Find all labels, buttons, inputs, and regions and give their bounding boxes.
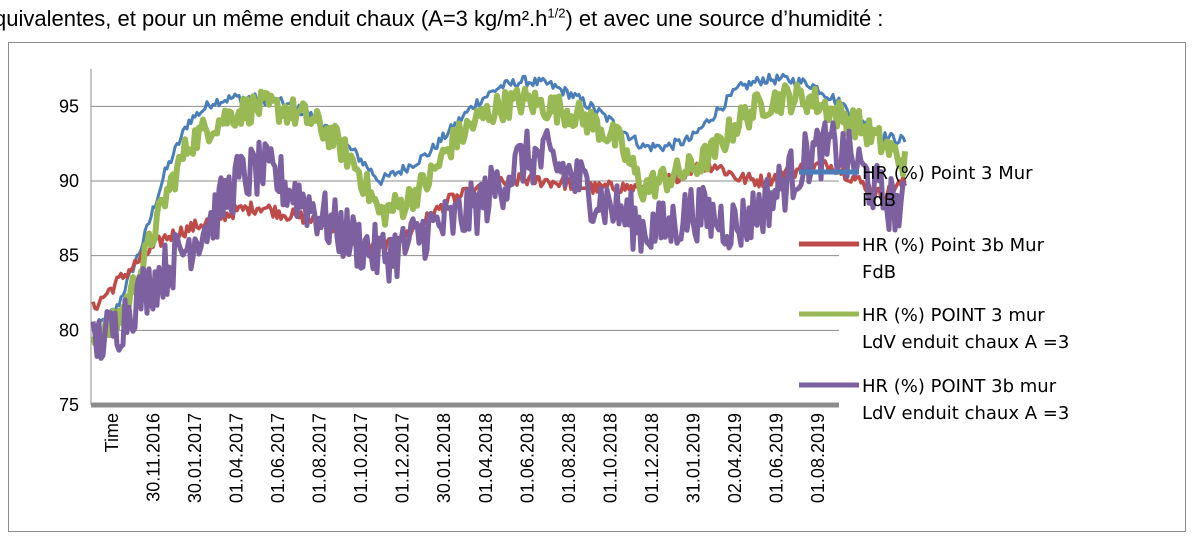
x-tick-label: 01.04.2017 (226, 413, 246, 503)
caption-text: quivalentes, et pour un même enduit chau… (0, 0, 1197, 40)
x-tick-label: 01.08.2017 (310, 413, 330, 503)
y-axis: 75 80 85 90 95 (59, 69, 92, 415)
chart-frame: 75 80 85 90 95 Time 30.11.2016 30.01.2017 01.04… (8, 42, 1186, 532)
x-tick-label: 01.10.2017 (351, 413, 371, 503)
x-tick-label: 02.04.2019 (725, 413, 745, 503)
y-tick-label: 90 (59, 171, 79, 191)
x-tick-label: 01.06.2019 (767, 413, 787, 503)
x-tick-label: 01.08.2018 (559, 413, 579, 503)
legend-label: HR (%) POINT 3b mur LdV enduit chaux A =3 (862, 376, 1069, 424)
x-axis: Time 30.11.2016 30.01.2017 01.04.2017 01.06.… (91, 402, 839, 503)
y-tick-label: 85 (59, 246, 79, 266)
x-tick-label: 01.06.2017 (268, 413, 288, 503)
series-line (90, 120, 908, 361)
line-chart: 75 80 85 90 95 Time 30.11.2016 30.01.2017 01.04… (59, 69, 1069, 503)
x-tick-label: 01.12.2018 (642, 413, 662, 503)
x-tick-label: 01.06.2018 (517, 413, 537, 503)
caption-sup: 1/2 (547, 5, 566, 21)
x-tick-label: 31.01.2019 (684, 413, 704, 503)
series-lines (90, 72, 908, 361)
series-line (90, 81, 908, 349)
legend-label: HR (%) POINT 3 mur LdV enduit chaux A =3 (862, 305, 1069, 353)
y-tick-label: 75 (59, 395, 79, 415)
legend-label: HR (%) Point 3 Mur FdB (862, 163, 1033, 211)
x-tick-label: 01.10.2018 (600, 413, 620, 503)
x-tick-label: 30.01.2017 (185, 413, 205, 503)
caption-pre: quivalentes, et pour un même enduit chau… (0, 6, 548, 31)
x-tick-label: 01.04.2018 (476, 413, 496, 503)
y-tick-label: 95 (59, 96, 79, 116)
x-tick-label: 01.12.2017 (393, 413, 413, 503)
y-tick-label: 80 (59, 320, 79, 340)
legend-label: HR (%) Point 3b Mur FdB (862, 235, 1045, 283)
x-tick-label: 30.01.2018 (434, 413, 454, 503)
x-tick-label: Time (102, 413, 122, 452)
legend: HR (%) Point 3 Mur FdB HR (%) Point 3b Mur… (799, 163, 1069, 424)
series-line (91, 72, 907, 332)
caption-post: ) et avec une source d’humidité : (565, 6, 884, 31)
x-tick-label: 30.11.2016 (143, 413, 163, 502)
x-tick-label: 01.08.2019 (808, 413, 828, 503)
